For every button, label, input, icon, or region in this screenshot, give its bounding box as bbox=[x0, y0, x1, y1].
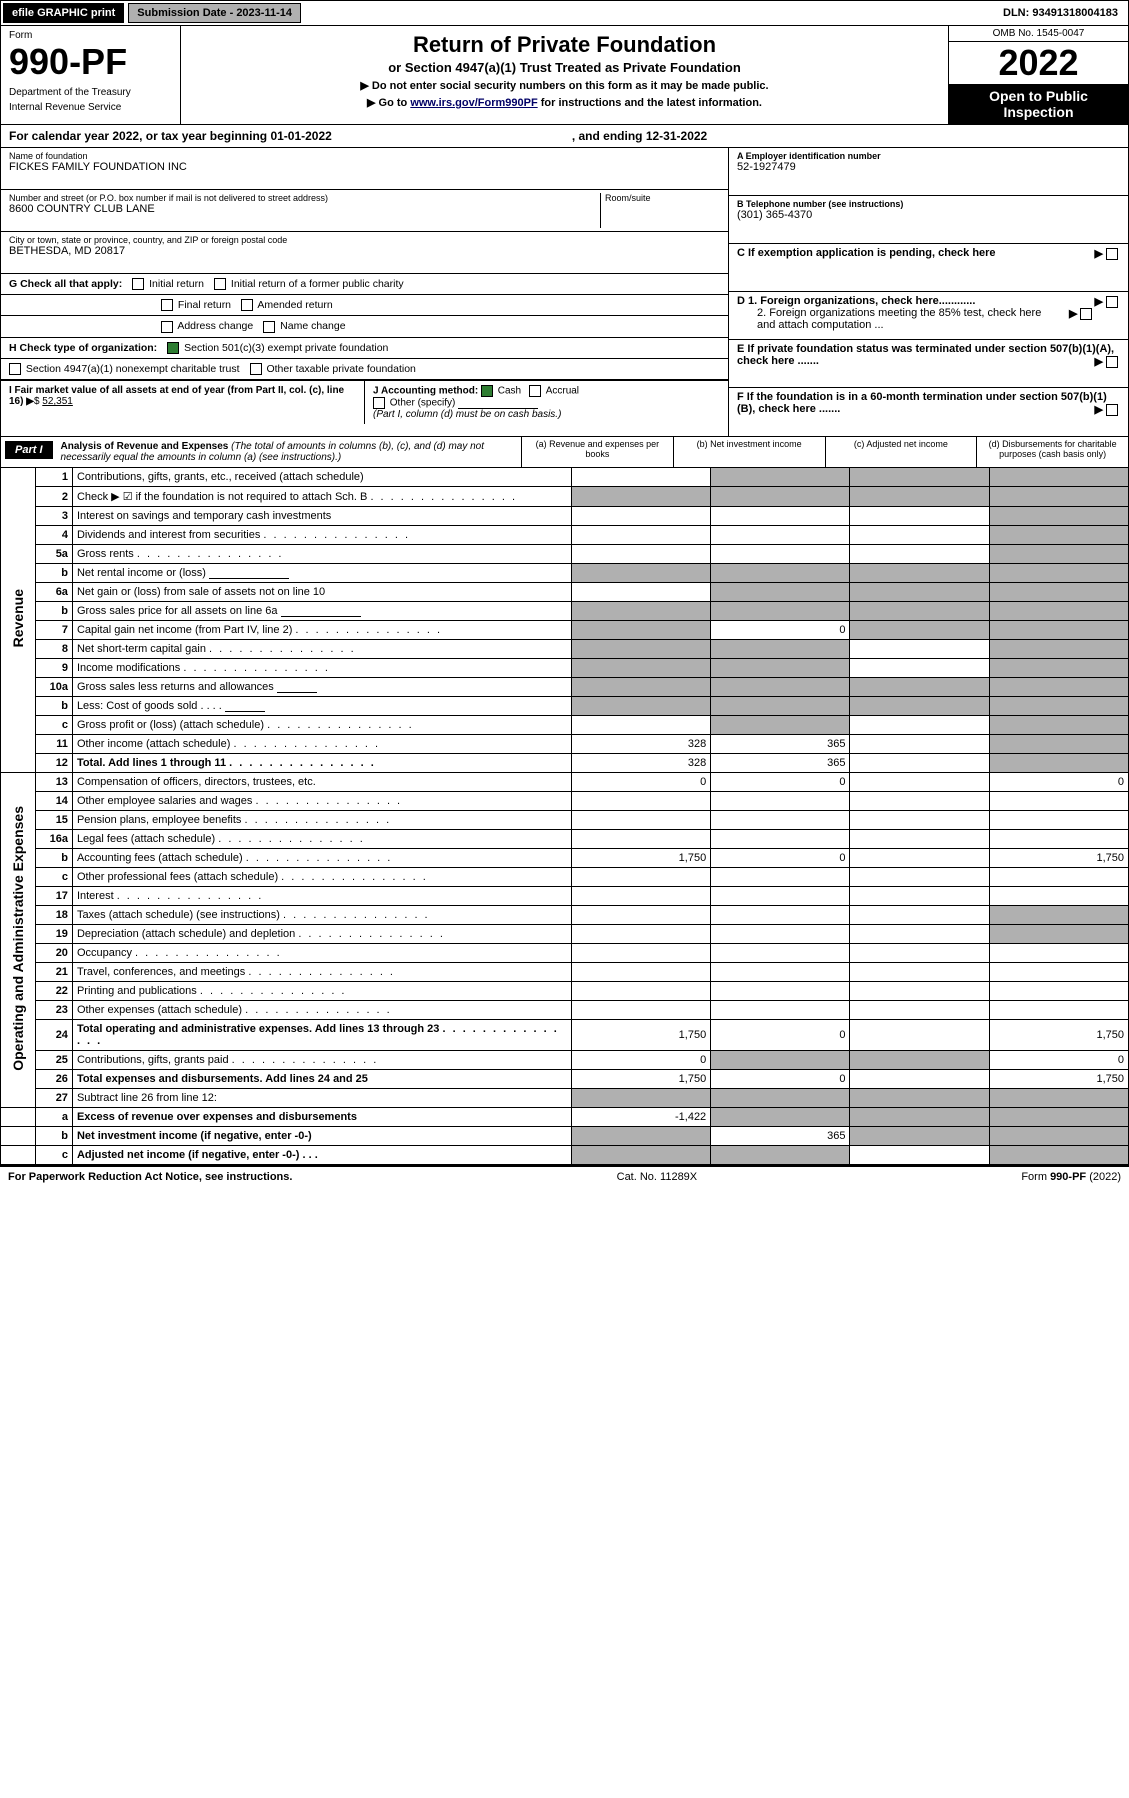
address-label: Number and street (or P.O. box number if… bbox=[9, 193, 600, 203]
tax-year: 2022 bbox=[949, 42, 1128, 84]
inst-ssn: ▶ Do not enter social security numbers o… bbox=[187, 79, 942, 92]
dln: DLN: 93491318004183 bbox=[995, 4, 1126, 22]
form-label: Form bbox=[9, 30, 172, 41]
chk-f[interactable] bbox=[1106, 404, 1118, 416]
box-e: E If private foundation status was termi… bbox=[737, 343, 1114, 367]
dept-treasury: Department of the Treasury bbox=[9, 87, 172, 98]
chk-name-change[interactable] bbox=[263, 321, 275, 333]
phone-label: B Telephone number (see instructions) bbox=[737, 199, 1120, 209]
open-to-public: Open to Public Inspection bbox=[949, 84, 1128, 124]
address-value: 8600 COUNTRY CLUB LANE bbox=[9, 203, 600, 215]
g-label: G Check all that apply: bbox=[9, 278, 122, 290]
col-b: (b) Net investment income bbox=[673, 437, 825, 467]
j-note: (Part I, column (d) must be on cash basi… bbox=[373, 409, 561, 420]
ein-value: 52-1927479 bbox=[737, 161, 1120, 173]
part1-tag: Part I bbox=[5, 441, 53, 459]
room-label: Room/suite bbox=[605, 193, 720, 203]
chk-accrual[interactable] bbox=[529, 385, 541, 397]
col-a: (a) Revenue and expenses per books bbox=[521, 437, 673, 467]
calendar-year-row: For calendar year 2022, or tax year begi… bbox=[0, 125, 1129, 148]
chk-4947[interactable] bbox=[9, 363, 21, 375]
efile-btn[interactable]: efile GRAPHIC print bbox=[3, 3, 124, 23]
chk-d1[interactable] bbox=[1106, 296, 1118, 308]
box-f: F If the foundation is in a 60-month ter… bbox=[737, 391, 1107, 415]
footer-right: Form 990-PF (2022) bbox=[1021, 1171, 1121, 1183]
form-header: Form 990-PF Department of the Treasury I… bbox=[0, 26, 1129, 125]
part1-header: Part I Analysis of Revenue and Expenses … bbox=[0, 437, 1129, 468]
box-d1: D 1. Foreign organizations, check here..… bbox=[737, 295, 975, 307]
chk-initial-former[interactable] bbox=[214, 278, 226, 290]
chk-other-tax[interactable] bbox=[250, 363, 262, 375]
chk-cash[interactable] bbox=[481, 385, 493, 397]
irs-link[interactable]: www.irs.gov/Form990PF bbox=[410, 97, 537, 109]
name-label: Name of foundation bbox=[9, 151, 720, 161]
city-value: BETHESDA, MD 20817 bbox=[9, 245, 720, 257]
side-expenses: Operating and Administrative Expenses bbox=[10, 806, 26, 1071]
chk-d2[interactable] bbox=[1080, 308, 1092, 320]
part1-title: Analysis of Revenue and Expenses bbox=[61, 441, 229, 452]
submission-btn[interactable]: Submission Date - 2023-11-14 bbox=[128, 3, 301, 23]
phone-value: (301) 365-4370 bbox=[737, 209, 1120, 221]
city-label: City or town, state or province, country… bbox=[9, 235, 720, 245]
box-c: C If exemption application is pending, c… bbox=[737, 247, 996, 259]
chk-final[interactable] bbox=[161, 299, 173, 311]
omb-number: OMB No. 1545-0047 bbox=[949, 26, 1128, 42]
form-subtitle: or Section 4947(a)(1) Trust Treated as P… bbox=[187, 60, 942, 75]
h-label: H Check type of organization: bbox=[9, 342, 157, 354]
col-c: (c) Adjusted net income bbox=[825, 437, 977, 467]
chk-amended[interactable] bbox=[241, 299, 253, 311]
footer-left: For Paperwork Reduction Act Notice, see … bbox=[8, 1171, 292, 1183]
top-bar: efile GRAPHIC print Submission Date - 20… bbox=[0, 0, 1129, 26]
cal-year-end: , and ending 12-31-2022 bbox=[572, 129, 707, 143]
footer: For Paperwork Reduction Act Notice, see … bbox=[0, 1165, 1129, 1187]
cal-year-begin: For calendar year 2022, or tax year begi… bbox=[9, 129, 332, 143]
name-value: FICKES FAMILY FOUNDATION INC bbox=[9, 161, 720, 173]
form-number: 990-PF bbox=[9, 41, 172, 83]
form-title: Return of Private Foundation bbox=[187, 32, 942, 58]
chk-501c3[interactable] bbox=[167, 342, 179, 354]
part1-table: Revenue 1Contributions, gifts, grants, e… bbox=[0, 468, 1129, 1165]
chk-e[interactable] bbox=[1106, 356, 1118, 368]
chk-address-change[interactable] bbox=[161, 321, 173, 333]
dept-irs: Internal Revenue Service bbox=[9, 102, 172, 113]
chk-c[interactable] bbox=[1106, 248, 1118, 260]
side-revenue: Revenue bbox=[10, 589, 26, 647]
entity-info: Name of foundation FICKES FAMILY FOUNDAT… bbox=[0, 148, 1129, 437]
ein-label: A Employer identification number bbox=[737, 151, 1120, 161]
col-d: (d) Disbursements for charitable purpose… bbox=[976, 437, 1128, 467]
j-label: J Accounting method: bbox=[373, 386, 478, 397]
footer-mid: Cat. No. 11289X bbox=[617, 1171, 698, 1183]
i-value: 52,351 bbox=[42, 396, 73, 407]
chk-other-method[interactable] bbox=[373, 397, 385, 409]
chk-initial[interactable] bbox=[132, 278, 144, 290]
box-d2: 2. Foreign organizations meeting the 85%… bbox=[737, 307, 1057, 331]
inst-goto: ▶ Go to www.irs.gov/Form990PF for instru… bbox=[187, 96, 942, 109]
